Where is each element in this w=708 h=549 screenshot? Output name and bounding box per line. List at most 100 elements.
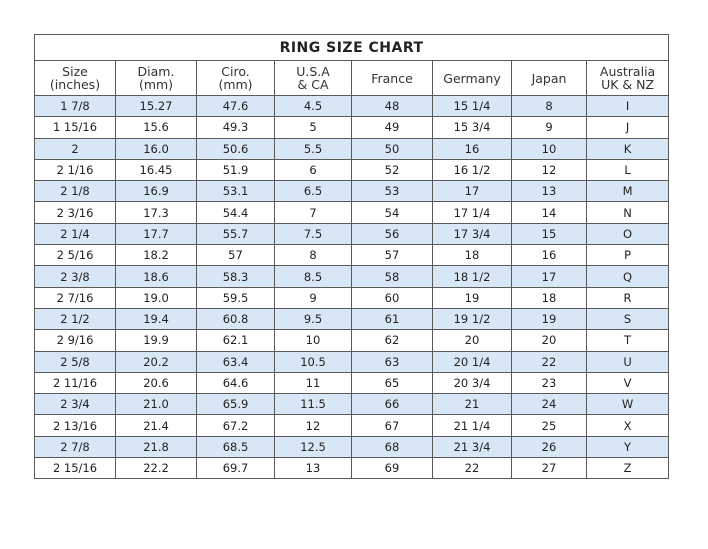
table-cell: W [585,393,670,416]
table-row: 2 7/16 19.0 59.5 9 60 19 18 R [34,286,670,309]
column-header-line: Japan [531,70,567,86]
table-cell: 2 1/2 [34,307,116,331]
table-cell: 16.9 [115,180,197,203]
table-cell: 57 [196,244,275,267]
table-cell: 15.27 [115,94,197,118]
table-cell: 20 3/4 [432,371,512,395]
table-cell: 2 1/8 [34,180,116,203]
table-row: 2 3/8 18.6 58.3 8.5 58 18 1/2 17 Q [34,265,670,288]
table-cell: 21.8 [115,435,197,459]
table-cell: 25 [511,414,587,437]
table-cell: O [585,222,670,246]
table-cell: 63.4 [196,350,275,373]
column-header: Ciro. (mm) [196,60,275,96]
table-cell: 60.8 [196,307,275,331]
column-header-line: (inches) [49,77,101,92]
table-cell: 20 [511,329,587,352]
column-header: Size (inches) [34,60,116,96]
table-cell: 16 [511,244,587,267]
table-cell: 21 [432,393,512,416]
table-cell: 50.6 [196,137,275,160]
table-cell: 16 1/2 [432,158,512,182]
table-cell: 63 [351,350,433,373]
table-cell: 19 [511,307,587,331]
table-cell: 18 [432,244,512,267]
table-cell: 5 [274,116,352,139]
table-cell: 5.5 [274,137,352,160]
table-cell: Z [585,457,670,480]
table-cell: 2 3/16 [34,201,116,224]
table-cell: 2 7/16 [34,286,116,309]
table-cell: S [585,307,670,331]
table-cell: 16.45 [115,158,197,182]
column-header: France [351,60,433,96]
column-header-line: UK & NZ [601,77,655,92]
table-cell: Y [585,435,670,459]
table-cell: 1 7/8 [34,94,116,118]
table-cell: 65 [351,371,433,395]
table-cell: 2 3/4 [34,393,116,416]
table-row: 2 1/4 17.7 55.7 7.5 56 17 3/4 15 O [34,222,670,246]
table-cell: 2 3/8 [34,265,116,288]
table-cell: 2 1/16 [34,158,116,182]
table-cell: 62 [351,329,433,352]
table-cell: 66 [351,393,433,416]
table-cell: 21 3/4 [432,435,512,459]
table-cell: 2 [34,137,116,160]
table-cell: 48 [351,94,433,118]
table-cell: 12 [511,158,587,182]
table-cell: N [585,201,670,224]
table-cell: 15.6 [115,116,197,139]
table-cell: 2 11/16 [34,371,116,395]
table-cell: 58 [351,265,433,288]
table-cell: 17 3/4 [432,222,512,246]
column-header: Diam. (mm) [115,60,197,96]
table-cell: 64.6 [196,371,275,395]
table-cell: 2 9/16 [34,329,116,352]
table-row: 2 1/2 19.4 60.8 9.5 61 19 1/2 19 S [34,307,670,331]
table-cell: 69 [351,457,433,480]
table-cell: K [585,137,670,160]
table-cell: 11 [274,371,352,395]
column-header-line: Germany [443,70,501,86]
table-row: 2 1/8 16.9 53.1 6.5 53 17 13 M [34,180,670,203]
table-row: 2 15/16 22.2 69.7 13 69 22 27 Z [34,457,670,480]
table-cell: 26 [511,435,587,459]
table-cell: 9.5 [274,307,352,331]
column-header-line: (mm) [138,77,174,92]
column-header-line: (mm) [218,77,253,92]
table-cell: 12 [274,414,352,437]
table-cell: 56 [351,222,433,246]
ring-size-table: RING SIZE CHART Size (inches) Diam. (mm) Cir… [33,34,670,480]
table-cell: 53.1 [196,180,275,203]
table-cell: 61 [351,307,433,331]
table-row: 1 15/16 15.6 49.3 5 49 15 3/4 9 J [34,116,670,139]
table-cell: 22 [511,350,587,373]
table-cell: 1 15/16 [34,116,116,139]
table-cell: 19.9 [115,329,197,352]
table-cell: 65.9 [196,393,275,416]
column-header: Australia UK & NZ [585,60,670,96]
table-cell: J [585,116,670,139]
column-header: U.S.A & CA [274,60,352,96]
table-cell: 7 [274,201,352,224]
table-cell: 54.4 [196,201,275,224]
table-cell: 18.2 [115,244,197,267]
table-cell: P [585,244,670,267]
table-cell: 6 [274,158,352,182]
table-cell: 19 1/2 [432,307,512,331]
table-cell: 27 [511,457,587,480]
table-cell: 8.5 [274,265,352,288]
table-cell: 22.2 [115,457,197,480]
table-cell: 68.5 [196,435,275,459]
table-cell: U [585,350,670,373]
column-header-line: France [371,70,413,86]
table-cell: 49.3 [196,116,275,139]
table-cell: 54 [351,201,433,224]
table-cell: 9 [511,116,587,139]
table-cell: 19.0 [115,286,197,309]
table-row: 2 5/8 20.2 63.4 10.5 63 20 1/4 22 U [34,350,670,373]
table-cell: 69.7 [196,457,275,480]
table-cell: 20 [432,329,512,352]
table-cell: 11.5 [274,393,352,416]
